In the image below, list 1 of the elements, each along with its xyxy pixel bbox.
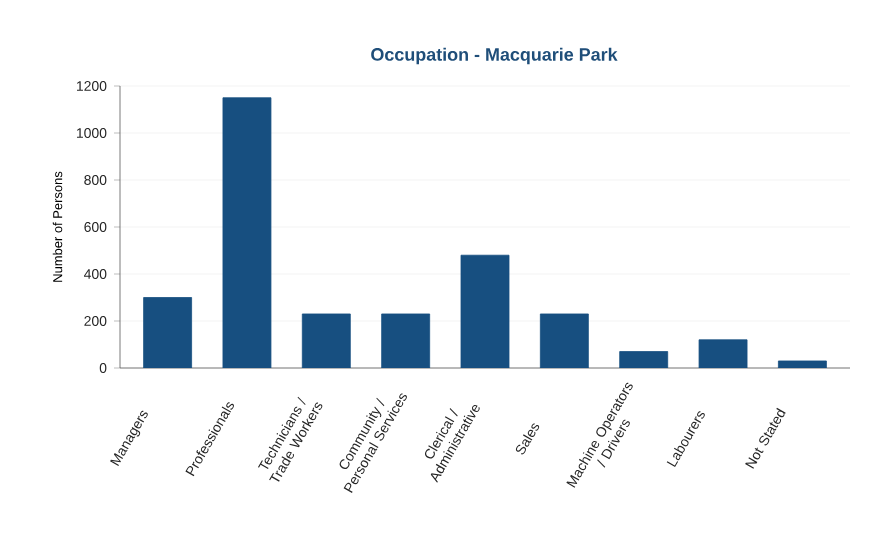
chart-title: Occupation - Macquarie Park — [371, 47, 618, 65]
